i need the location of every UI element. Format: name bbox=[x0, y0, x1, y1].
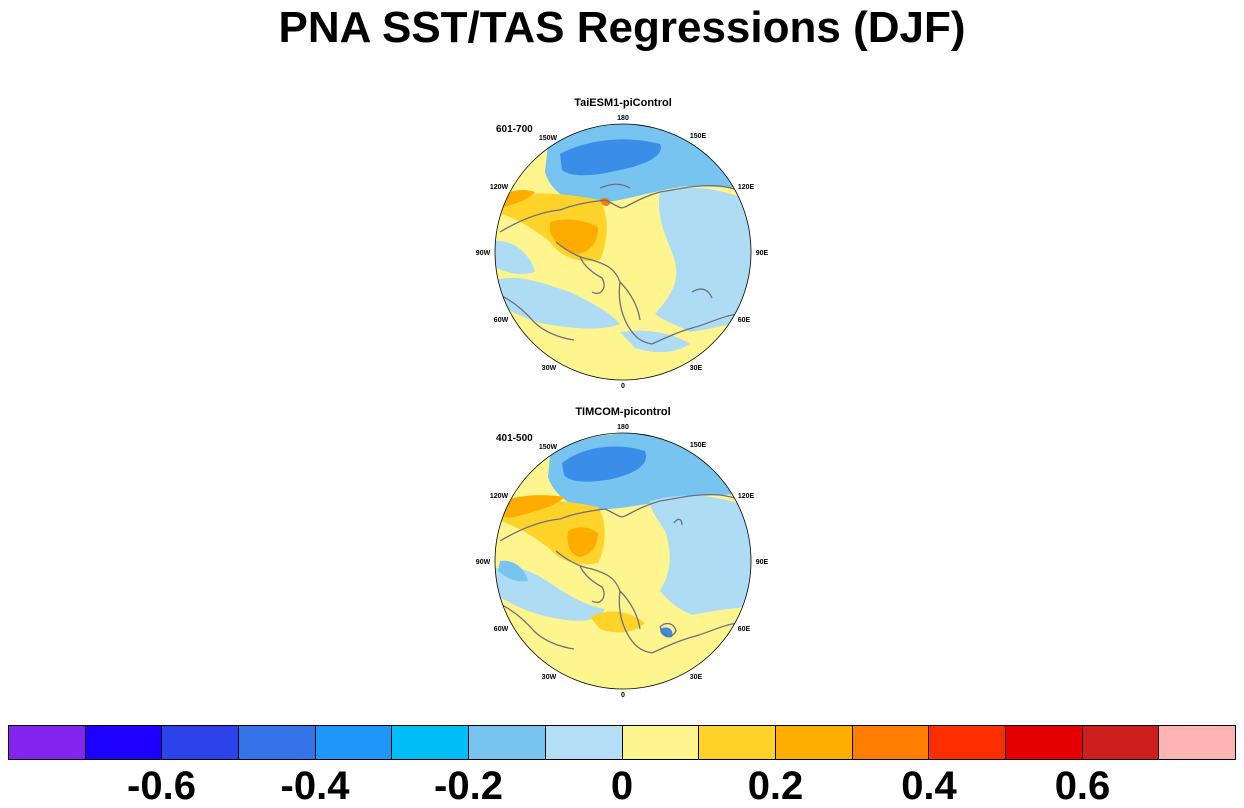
map-boundary bbox=[494, 432, 752, 690]
colorbar-swatch-5 bbox=[392, 726, 470, 759]
lon-label-30e: 30E bbox=[690, 365, 703, 372]
colorbar-swatch-13 bbox=[1005, 726, 1083, 759]
regression-field bbox=[495, 433, 751, 689]
coastlines bbox=[495, 493, 751, 654]
map-boundary bbox=[494, 123, 752, 381]
lon-label-0: 0 bbox=[621, 692, 625, 699]
lon-label-120e: 120E bbox=[738, 184, 755, 191]
lon-label-90e: 90E bbox=[756, 559, 769, 566]
lon-label-90w: 90W bbox=[476, 559, 491, 566]
colorbar-swatch-6 bbox=[469, 726, 546, 759]
colorbar-swatch-8 bbox=[622, 726, 700, 759]
panel-period-label: 601-700 bbox=[496, 124, 533, 135]
lon-label-30w: 30W bbox=[542, 674, 557, 681]
lon-label-150w: 150W bbox=[539, 135, 558, 142]
colorbar-swatch-4 bbox=[315, 726, 393, 759]
lon-label-60w: 60W bbox=[494, 626, 509, 633]
lon-label-30w: 30W bbox=[542, 365, 557, 372]
polar-map-panel-taiesm1: TaiESM1-piControl 601-700 180 150E bbox=[476, 97, 769, 390]
panel-title: TaiESM1-piControl bbox=[574, 97, 672, 109]
longitude-labels: 180 150E 120E 90E 60E 30E 0 30W 60W 90W … bbox=[476, 424, 769, 699]
lon-label-150e: 150E bbox=[690, 442, 707, 449]
lon-label-90w: 90W bbox=[476, 250, 491, 257]
lon-label-60w: 60W bbox=[494, 317, 509, 324]
colorbar-tick-label: 0.4 bbox=[901, 764, 957, 808]
colorbar-tick-label: -0.4 bbox=[280, 764, 350, 808]
colorbar-swatch-15 bbox=[1159, 726, 1235, 759]
longitude-labels: 180 150E 120E 90E 60E 30E 0 30W 60W 90W … bbox=[476, 115, 769, 390]
colorbar-tick-label: 0.6 bbox=[1054, 764, 1111, 808]
lon-label-120w: 120W bbox=[490, 184, 509, 191]
lon-label-60e: 60E bbox=[738, 626, 751, 633]
colorbar-swatch-14 bbox=[1082, 726, 1160, 759]
colorbar-swatch-3 bbox=[239, 726, 316, 759]
coastlines bbox=[495, 183, 751, 345]
colorbar-swatch-0 bbox=[9, 726, 86, 759]
lon-label-180: 180 bbox=[617, 115, 629, 122]
panel-title: TIMCOM-picontrol bbox=[575, 406, 670, 418]
colorbar-swatch-9 bbox=[699, 726, 776, 759]
colorbar-tick-labels: -0.6 -0.4 -0.2 0 0.2 0.4 0.6 bbox=[8, 760, 1236, 808]
lon-label-30e: 30E bbox=[690, 674, 703, 681]
lon-label-150w: 150W bbox=[539, 444, 558, 451]
colorbar-tick-label: -0.6 bbox=[127, 764, 196, 808]
eurasia-negative-anomaly bbox=[655, 187, 751, 332]
lon-label-120e: 120E bbox=[738, 493, 755, 500]
colorbar-swatch-2 bbox=[162, 726, 240, 759]
figure-title: PNA SST/TAS Regressions (DJF) bbox=[278, 3, 966, 52]
colorbar-tick-label: 0 bbox=[610, 764, 634, 808]
colorbar-swatch-12 bbox=[929, 726, 1006, 759]
polar-map-panel-timcom: TIMCOM-picontrol 401-500 180 150E 120E 9… bbox=[476, 406, 769, 699]
regression-field bbox=[495, 124, 751, 380]
colorbar-tick-label: -0.2 bbox=[434, 764, 503, 808]
eurasia-negative-anomaly bbox=[650, 495, 751, 615]
lon-label-90e: 90E bbox=[756, 250, 769, 257]
lon-label-150e: 150E bbox=[690, 133, 707, 140]
colorbar-tick-label: 0.2 bbox=[747, 764, 804, 808]
colorbar-swatch-7 bbox=[545, 726, 623, 759]
colorbar-swatch-11 bbox=[852, 726, 930, 759]
lon-label-60e: 60E bbox=[738, 317, 751, 324]
colorbar bbox=[8, 725, 1236, 760]
lon-label-180: 180 bbox=[617, 424, 629, 431]
colorbar-swatch-1 bbox=[85, 726, 163, 759]
lon-label-120w: 120W bbox=[490, 493, 509, 500]
panel-period-label: 401-500 bbox=[496, 433, 533, 444]
lon-label-0: 0 bbox=[621, 383, 625, 390]
atlantic-negative-anomaly bbox=[495, 277, 620, 329]
colorbar-swatch-10 bbox=[775, 726, 853, 759]
